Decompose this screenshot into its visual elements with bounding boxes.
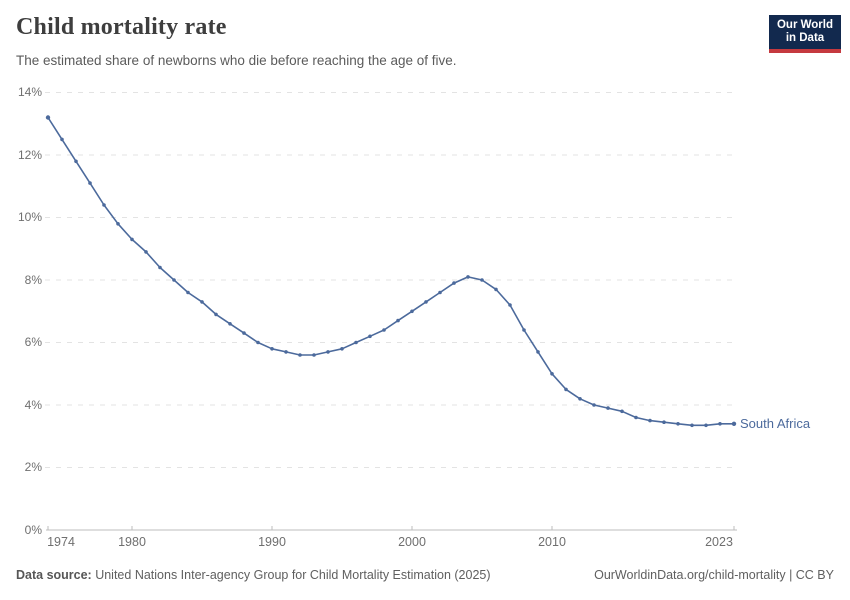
series-label-south-africa[interactable]: South Africa [740,416,811,431]
x-axis-label: 1990 [258,535,286,549]
y-axis-label: 14% [17,85,42,99]
y-axis-label: 6% [24,335,42,349]
chart-subtitle: The estimated share of newborns who die … [16,53,457,68]
page-title: Child mortality rate [16,14,227,40]
x-axis-label: 2023 [705,535,733,549]
x-axis-label: 2000 [398,535,426,549]
x-axis-label: 2010 [538,535,566,549]
x-axis-label: 1974 [47,535,75,549]
y-axis-label: 12% [17,148,42,162]
data-source-label: Data source: [16,568,92,582]
owid-logo-line1: Our World [776,19,833,31]
owid-link[interactable]: OurWorldinData.org/child-mortality | CC … [594,568,834,582]
data-source-note: Data source: United Nations Inter-agency… [16,568,491,582]
owid-logo[interactable]: Our World in Data [769,15,841,53]
data-source-text: United Nations Inter-agency Group for Ch… [91,568,491,582]
x-axis-label: 1980 [118,535,146,549]
y-axis-label: 0% [24,523,42,537]
y-axis-label: 2% [24,460,42,474]
y-axis-label: 8% [24,273,42,287]
y-axis-label: 4% [24,398,42,412]
y-axis-label: 10% [17,210,42,224]
owid-logo-line2: in Data [785,32,825,44]
